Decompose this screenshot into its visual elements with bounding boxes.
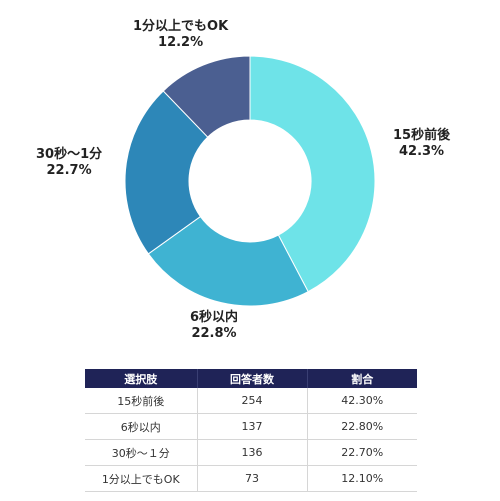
cell-respondents: 73 (196, 465, 307, 492)
table-row: 1分以上でもOK 73 12.10% (85, 465, 417, 492)
cell-respondents: 137 (196, 413, 307, 440)
slice-percent: 12.2% (158, 35, 204, 50)
cell-choice: 1分以上でもOK (85, 465, 197, 492)
slice-percent: 42.3% (398, 144, 445, 159)
donut-slice (162, 55, 251, 138)
donut-slice (147, 215, 309, 307)
cell-ratio: 22.80% (306, 413, 417, 440)
slice-category: 1分以上でもOK (133, 19, 229, 34)
cell-ratio: 22.70% (306, 439, 417, 466)
donut-slice (124, 90, 209, 255)
table-header-row: 選択肢 回答者数 割合 (85, 369, 417, 388)
slice-category: 30秒～1分 (36, 147, 103, 162)
donut-slice (249, 55, 376, 293)
donut-chart-svg (124, 55, 376, 307)
header-respondents: 回答者数 (196, 369, 307, 388)
slice-label-15s: 15秒前後 42.3% (393, 128, 450, 160)
cell-choice: 30秒～１分 (85, 439, 197, 466)
slice-label-6s: 6秒以内 22.8% (190, 310, 238, 342)
table-row: 15秒前後 254 42.30% (85, 388, 417, 414)
table-row: 30秒～１分 136 22.70% (85, 439, 417, 466)
cell-respondents: 136 (196, 439, 307, 466)
cell-choice: 6秒以内 (85, 413, 197, 440)
header-ratio: 割合 (306, 369, 417, 388)
slice-category: 15秒前後 (393, 128, 451, 143)
slice-percent: 22.8% (191, 326, 237, 341)
slice-percent: 22.7% (46, 163, 92, 178)
slice-label-30s-1min: 30秒～1分 22.7% (36, 147, 102, 179)
cell-ratio: 12.10% (306, 465, 417, 492)
cell-choice: 15秒前後 (85, 388, 197, 414)
donut-chart: 15秒前後 42.3% 6秒以内 22.8% 30秒～1分 22.7% 1分以上… (36, 19, 450, 342)
table-row: 6秒以内 137 22.80% (85, 413, 417, 440)
cell-ratio: 42.30% (306, 388, 417, 414)
header-choice: 選択肢 (85, 369, 197, 388)
cell-respondents: 254 (196, 388, 307, 414)
results-table: 選択肢 回答者数 割合 15秒前後 254 42.30% 6秒以内 137 22… (85, 369, 417, 492)
slice-label-1min-plus: 1分以上でもOK 12.2% (133, 19, 228, 51)
slice-category: 6秒以内 (190, 310, 239, 325)
